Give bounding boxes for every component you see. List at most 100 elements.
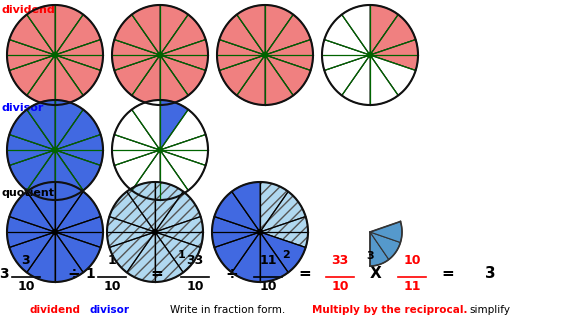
Polygon shape xyxy=(10,150,55,191)
Text: =: = xyxy=(151,267,164,282)
Polygon shape xyxy=(265,55,311,96)
Polygon shape xyxy=(370,15,416,55)
Text: 33: 33 xyxy=(332,254,349,267)
Text: 33: 33 xyxy=(186,254,204,267)
Polygon shape xyxy=(370,232,400,260)
Polygon shape xyxy=(155,191,201,232)
Circle shape xyxy=(52,52,58,57)
Text: =: = xyxy=(442,267,455,282)
Text: 1: 1 xyxy=(85,267,95,281)
Text: =: = xyxy=(298,267,311,282)
Polygon shape xyxy=(322,40,370,70)
Polygon shape xyxy=(55,232,100,272)
Polygon shape xyxy=(260,182,288,232)
Polygon shape xyxy=(219,55,265,96)
Polygon shape xyxy=(27,150,55,200)
Polygon shape xyxy=(7,216,55,248)
Text: 1: 1 xyxy=(108,254,116,267)
Text: simplify: simplify xyxy=(469,305,510,315)
Polygon shape xyxy=(10,191,55,232)
Circle shape xyxy=(52,229,58,235)
Text: X: X xyxy=(370,267,382,282)
Polygon shape xyxy=(217,40,265,70)
Polygon shape xyxy=(370,222,402,242)
Text: Multiply by the reciprocal.: Multiply by the reciprocal. xyxy=(312,305,468,315)
Text: ÷: ÷ xyxy=(226,267,239,282)
Polygon shape xyxy=(27,100,55,150)
Circle shape xyxy=(368,52,372,57)
Polygon shape xyxy=(27,182,55,232)
Text: 10: 10 xyxy=(403,254,421,267)
Text: 11: 11 xyxy=(403,280,421,293)
Polygon shape xyxy=(160,15,206,55)
Polygon shape xyxy=(160,5,188,55)
Polygon shape xyxy=(132,100,160,150)
Text: 3: 3 xyxy=(21,254,30,267)
Polygon shape xyxy=(160,100,188,150)
Circle shape xyxy=(152,229,157,235)
Polygon shape xyxy=(27,5,55,55)
Circle shape xyxy=(262,52,267,57)
Polygon shape xyxy=(160,55,206,96)
Polygon shape xyxy=(114,15,160,55)
Polygon shape xyxy=(127,182,155,232)
Circle shape xyxy=(52,147,58,153)
Polygon shape xyxy=(114,150,160,191)
Polygon shape xyxy=(160,40,208,70)
Polygon shape xyxy=(265,55,293,105)
Polygon shape xyxy=(260,232,306,272)
Polygon shape xyxy=(155,232,201,272)
Polygon shape xyxy=(370,232,389,266)
Text: dividend: dividend xyxy=(2,5,56,15)
Polygon shape xyxy=(155,216,203,248)
Text: 1: 1 xyxy=(178,249,186,260)
Text: 2: 2 xyxy=(283,249,290,260)
Text: 10: 10 xyxy=(331,280,349,293)
Text: 3: 3 xyxy=(484,267,495,282)
Text: quotient: quotient xyxy=(2,188,55,198)
Polygon shape xyxy=(155,232,183,282)
Polygon shape xyxy=(370,40,418,70)
Polygon shape xyxy=(114,55,160,96)
Polygon shape xyxy=(237,55,265,105)
Polygon shape xyxy=(7,134,55,166)
Polygon shape xyxy=(55,55,83,105)
Polygon shape xyxy=(219,15,265,55)
Polygon shape xyxy=(212,216,260,248)
Polygon shape xyxy=(10,110,55,150)
Text: Write in fraction form.: Write in fraction form. xyxy=(170,305,285,315)
Polygon shape xyxy=(55,15,100,55)
Polygon shape xyxy=(232,182,260,232)
Polygon shape xyxy=(214,232,260,272)
Polygon shape xyxy=(214,191,260,232)
Text: divisor: divisor xyxy=(90,305,130,315)
Polygon shape xyxy=(55,100,83,150)
Polygon shape xyxy=(10,232,55,272)
Text: divisor: divisor xyxy=(2,103,45,113)
Polygon shape xyxy=(55,150,83,200)
Circle shape xyxy=(157,52,162,57)
Text: 10: 10 xyxy=(186,280,204,293)
Polygon shape xyxy=(370,5,398,55)
Polygon shape xyxy=(370,55,398,105)
Polygon shape xyxy=(55,191,100,232)
Polygon shape xyxy=(155,182,183,232)
Polygon shape xyxy=(132,55,160,105)
Polygon shape xyxy=(132,5,160,55)
Text: 10: 10 xyxy=(103,280,121,293)
Polygon shape xyxy=(27,232,55,282)
Polygon shape xyxy=(370,55,416,96)
Polygon shape xyxy=(107,216,155,248)
Polygon shape xyxy=(232,232,260,282)
Polygon shape xyxy=(324,15,370,55)
Polygon shape xyxy=(109,191,155,232)
Polygon shape xyxy=(112,40,160,70)
Text: 10: 10 xyxy=(17,280,35,293)
Polygon shape xyxy=(112,134,160,166)
Polygon shape xyxy=(10,15,55,55)
Polygon shape xyxy=(260,216,308,248)
Polygon shape xyxy=(109,232,155,272)
Polygon shape xyxy=(324,55,370,96)
Polygon shape xyxy=(132,150,160,200)
Text: 10: 10 xyxy=(259,280,277,293)
